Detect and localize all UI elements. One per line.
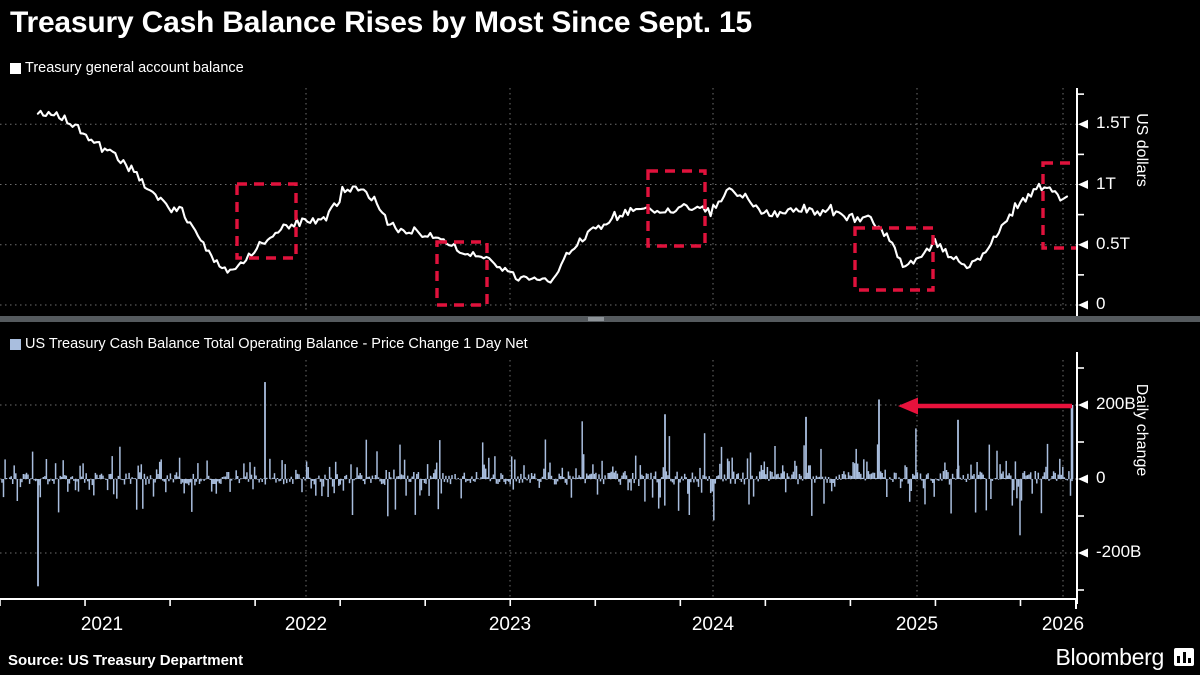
bottom-tick-label-2: -200B [1096, 542, 1142, 561]
legend-label-daily-change: US Treasury Cash Balance Total Operating… [25, 336, 528, 352]
bottom-tick-label-1: 0 [1096, 468, 1106, 487]
page-title: Treasury Cash Balance Rises by Most Sinc… [10, 6, 752, 39]
x-axis-label-2023: 2023 [488, 614, 532, 635]
panel-divider[interactable] [0, 316, 1200, 322]
bottom-axis-spine [1076, 352, 1088, 604]
bloomberg-wordmark: Bloomberg [1055, 644, 1164, 670]
bottom-tick-label-0: 200B [1096, 394, 1136, 413]
top-tick-label-0: 1.5T [1096, 113, 1131, 133]
legend-swatch-treasury-balance [10, 62, 21, 74]
bloomberg-bars-icon [1174, 648, 1194, 666]
x-axis-label-2021: 2021 [80, 614, 124, 635]
x-axis-label-2026: 2026 [1041, 614, 1085, 635]
source-note: Source: US Treasury Department [8, 652, 244, 669]
bottom-chart-panel [0, 360, 1076, 598]
legend-label-treasury-balance: Treasury general account balance [25, 60, 244, 76]
legend-swatch-daily-change [10, 338, 21, 350]
top-tick-label-2: 0.5T [1096, 233, 1131, 253]
bottom-axis-title: Daily change [1133, 383, 1150, 477]
panel-divider-handle[interactable] [588, 317, 604, 321]
top-axis-spine [1076, 88, 1088, 316]
x-axis-label-2024: 2024 [691, 614, 735, 635]
daily-change-plot [0, 360, 1076, 598]
legend-top-panel: Treasury general account balance [10, 60, 244, 76]
legend-bottom-panel: US Treasury Cash Balance Total Operating… [10, 336, 528, 352]
top-chart-panel [0, 88, 1076, 310]
treasury-balance-plot [0, 88, 1076, 310]
x-axis-label-2025: 2025 [895, 614, 939, 635]
x-axis-spine [0, 598, 1077, 609]
top-tick-label-3: 0 [1096, 294, 1106, 313]
top-tick-label-1: 1T [1096, 173, 1116, 193]
x-axis-label-2022: 2022 [284, 614, 328, 635]
top-axis-title: US dollars [1133, 113, 1150, 187]
